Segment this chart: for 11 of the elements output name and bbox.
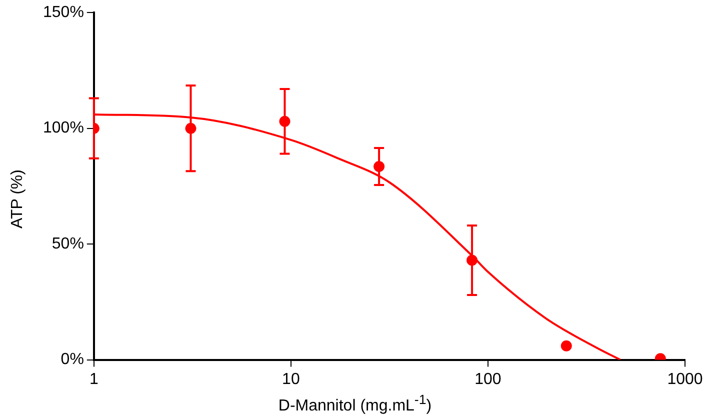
y-axis-title: ATP (%) <box>9 168 27 230</box>
y-tick-label: 50% <box>52 235 84 252</box>
x-tick-label: 10 <box>282 370 300 388</box>
point <box>560 340 572 352</box>
x-tick-label: 1 <box>89 370 98 388</box>
x-tick-label: 1000 <box>667 370 703 388</box>
y-tick-label: 150% <box>43 4 84 22</box>
y-tick-label: 100% <box>43 120 84 137</box>
x-tick-label: 100 <box>474 370 502 388</box>
x-axis-title: D-Mannitol (mg.mL$^{-1}$) <box>277 392 433 416</box>
y-tick-label: 0% <box>60 351 84 368</box>
